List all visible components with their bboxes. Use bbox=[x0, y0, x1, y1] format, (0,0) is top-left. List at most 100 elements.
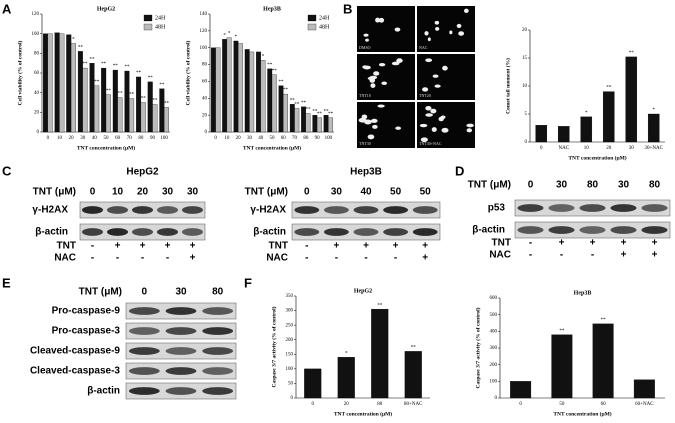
bar bbox=[316, 117, 322, 133]
band bbox=[157, 206, 178, 214]
bar bbox=[337, 357, 355, 399]
x-tick-label: 60 bbox=[115, 136, 121, 141]
band bbox=[353, 228, 379, 236]
y-tick-label: 10 bbox=[522, 84, 528, 89]
y-tick-label: 20 bbox=[34, 110, 40, 115]
panel-letter: A bbox=[2, 1, 12, 16]
band bbox=[202, 347, 234, 355]
y-tick-label: 60 bbox=[202, 80, 208, 85]
y-tick-label: 400 bbox=[490, 329, 498, 334]
comet-label: DMSO bbox=[359, 45, 371, 50]
bar bbox=[226, 37, 232, 133]
significance: ** bbox=[152, 99, 158, 104]
x-tick-label: 60 bbox=[281, 136, 287, 141]
comet-image bbox=[357, 102, 415, 148]
row-label: Pro-caspase-9 bbox=[52, 306, 121, 317]
comet bbox=[434, 84, 441, 88]
dose: 50 bbox=[420, 187, 432, 198]
row-label: Pro-caspase-3 bbox=[52, 326, 121, 337]
bar bbox=[312, 114, 318, 133]
x-tick-label: 30 bbox=[629, 146, 635, 151]
comet bbox=[441, 127, 449, 133]
significance: ** bbox=[148, 76, 154, 81]
comet bbox=[425, 113, 433, 117]
band bbox=[107, 228, 128, 236]
band bbox=[610, 226, 637, 234]
y-tick-label: 300 bbox=[286, 309, 294, 314]
dose: 0 bbox=[304, 187, 310, 198]
x-tick-label: NAC bbox=[558, 146, 569, 151]
treatment-sign: + bbox=[333, 241, 339, 252]
bar bbox=[289, 104, 295, 133]
y-axis-label: Comet tail moment (%) bbox=[504, 58, 511, 114]
row-label: β-actin bbox=[253, 227, 286, 238]
bar bbox=[94, 85, 100, 133]
significance: ** bbox=[78, 46, 84, 51]
legend-label: 48H bbox=[155, 24, 166, 30]
y-tick-label: 600 bbox=[490, 296, 498, 301]
y-axis-label: Caspase 3/7 activity (% of control) bbox=[270, 306, 277, 387]
x-tick-label: 30 bbox=[247, 136, 253, 141]
treatment-sign: + bbox=[115, 241, 121, 252]
band bbox=[202, 327, 234, 335]
comet bbox=[381, 81, 388, 86]
band bbox=[182, 228, 203, 236]
x-tick-label: 50 bbox=[559, 402, 565, 407]
treatment-sign: - bbox=[305, 253, 308, 264]
band bbox=[353, 206, 379, 214]
bar bbox=[580, 116, 593, 143]
bar bbox=[89, 63, 95, 133]
x-tick-label: 70 bbox=[127, 136, 133, 141]
comet bbox=[456, 23, 462, 29]
treatment-sign: - bbox=[91, 253, 94, 264]
band bbox=[128, 367, 160, 375]
comet bbox=[395, 126, 402, 130]
y-tick-label: 100 bbox=[200, 46, 208, 51]
y-tick-label: 15 bbox=[522, 56, 528, 61]
bar bbox=[210, 47, 216, 133]
comet bbox=[378, 17, 385, 23]
comet bbox=[435, 27, 440, 31]
blot-title: Hep3B bbox=[350, 167, 382, 178]
band bbox=[165, 367, 197, 375]
treatment-sign: - bbox=[529, 238, 532, 249]
treatment-sign: + bbox=[621, 250, 627, 261]
comet bbox=[440, 115, 446, 119]
y-tick-label: 120 bbox=[200, 29, 208, 34]
bar bbox=[256, 51, 261, 133]
comet bbox=[370, 83, 376, 88]
bar bbox=[328, 117, 334, 133]
band bbox=[517, 204, 544, 212]
treatment-label: NAC bbox=[489, 250, 511, 261]
x-tick-label: 60 bbox=[601, 402, 607, 407]
treatment-sign: + bbox=[590, 238, 596, 249]
treatment-sign: - bbox=[560, 250, 563, 261]
bar bbox=[535, 125, 548, 143]
y-axis-label: Cell viability (% of control) bbox=[184, 40, 191, 105]
comet-label: TNT30+NAC bbox=[419, 141, 442, 146]
bar bbox=[323, 114, 329, 133]
band bbox=[579, 226, 606, 234]
x-tick-label: 100 bbox=[325, 136, 333, 141]
band bbox=[517, 226, 544, 234]
band bbox=[294, 206, 320, 214]
bar bbox=[371, 308, 389, 399]
treatment-sign: + bbox=[190, 241, 196, 252]
blot-title: HepG2 bbox=[126, 167, 159, 178]
band bbox=[202, 387, 234, 395]
legend-swatch bbox=[307, 14, 317, 22]
band bbox=[128, 327, 160, 335]
significance: ** bbox=[629, 51, 635, 56]
y-tick-label: 350 bbox=[286, 294, 294, 299]
x-axis-label: TNT concentration (μM) bbox=[77, 144, 135, 151]
treatment-sign: - bbox=[305, 241, 308, 252]
y-tick-label: 0 bbox=[525, 140, 528, 145]
bar bbox=[215, 47, 221, 133]
x-axis-label: TNT concentration (μM) bbox=[568, 154, 626, 161]
bar bbox=[101, 67, 107, 133]
x-tick-label: 0 bbox=[519, 402, 522, 407]
treatment-sign: - bbox=[141, 253, 144, 264]
comet bbox=[427, 37, 431, 42]
comet bbox=[422, 87, 429, 92]
x-tick-label: 20 bbox=[606, 146, 612, 151]
